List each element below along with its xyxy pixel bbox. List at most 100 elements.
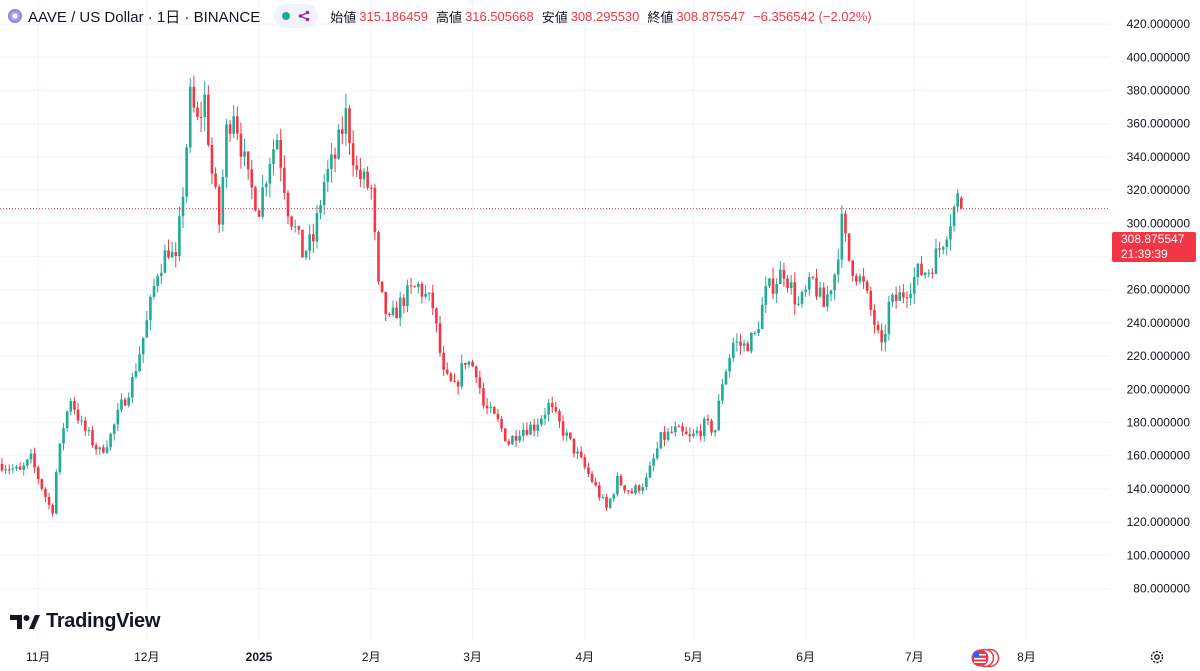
candle-body <box>645 477 648 488</box>
candle-body <box>340 129 344 134</box>
candle <box>167 239 170 259</box>
candle-body <box>779 269 782 285</box>
candle <box>941 245 945 255</box>
candle <box>934 238 938 275</box>
candle-body <box>561 421 565 436</box>
candle <box>290 215 293 231</box>
candle <box>561 415 565 441</box>
candle-body <box>721 384 724 401</box>
candle-body <box>695 430 699 434</box>
candle <box>203 81 207 132</box>
candle <box>952 204 956 232</box>
candle-body <box>196 107 199 117</box>
candle-body <box>478 377 482 389</box>
candle-body <box>225 124 228 178</box>
candle-body <box>315 212 319 242</box>
candle-body <box>243 151 246 157</box>
candle <box>699 424 702 441</box>
candle <box>554 401 558 414</box>
candle <box>652 453 655 472</box>
candle-body <box>131 376 134 398</box>
candle <box>69 398 73 415</box>
candle-body <box>912 277 916 294</box>
candle-body <box>532 424 536 431</box>
open-value: 315.186459 <box>359 8 428 24</box>
low-label: 安値 <box>541 9 568 25</box>
y-tick-label: 120.000000 <box>1127 515 1191 529</box>
candle-body <box>764 286 768 305</box>
candle-body <box>702 418 706 437</box>
candle-body <box>460 362 464 387</box>
candle <box>326 160 330 192</box>
candle <box>478 370 482 395</box>
us-flag-icon[interactable] <box>970 648 1000 668</box>
tradingview-logo[interactable]: TradingView <box>10 610 160 633</box>
candle <box>503 428 507 442</box>
candle-body <box>141 337 145 355</box>
market-status-pill[interactable] <box>274 4 319 28</box>
candle-body <box>569 432 572 439</box>
candle <box>246 151 250 180</box>
candle <box>402 294 406 314</box>
candle-body <box>601 496 605 498</box>
candle <box>865 279 869 294</box>
candle-body <box>804 289 807 292</box>
candle <box>464 362 467 370</box>
candle-body <box>369 187 373 189</box>
candle-body <box>688 434 692 437</box>
candle <box>344 93 348 146</box>
candle <box>33 447 36 474</box>
candle-body <box>112 424 116 434</box>
candle-body <box>540 418 543 425</box>
candle <box>811 275 815 280</box>
candle-body <box>630 490 634 494</box>
candle-body <box>807 277 811 290</box>
candle-body <box>98 447 102 450</box>
symbol-title[interactable]: AAVE / US Dollar · 1日 · BINANCE <box>28 8 261 26</box>
candle <box>746 340 750 352</box>
candle-body <box>449 373 453 382</box>
candle-body <box>865 281 869 291</box>
candle <box>862 268 865 290</box>
candle-body <box>833 274 836 291</box>
candle <box>648 461 652 479</box>
settings-gear-icon[interactable] <box>1149 649 1165 665</box>
candle <box>666 427 670 442</box>
candle-body <box>876 324 880 331</box>
candle-body <box>496 413 500 420</box>
candle <box>188 78 192 153</box>
candle <box>760 297 764 330</box>
y-tick-label: 420.000000 <box>1127 17 1191 31</box>
candle-body <box>33 453 36 468</box>
candle-body <box>149 296 152 321</box>
y-tick-label: 160.000000 <box>1127 449 1191 463</box>
candle-body <box>525 429 529 435</box>
candle <box>521 423 525 442</box>
candle-body <box>681 426 684 432</box>
candle <box>739 333 742 355</box>
candle <box>912 267 916 304</box>
grid-lines <box>0 0 1110 640</box>
candle <box>775 278 778 304</box>
candle-body <box>626 490 630 492</box>
x-tick-label: 6月 <box>796 650 815 664</box>
candle <box>750 331 753 354</box>
candle-body <box>623 485 626 491</box>
candle <box>243 138 246 167</box>
candle-body <box>753 332 757 334</box>
x-tick-label: 8月 <box>1017 650 1036 664</box>
candle-body <box>550 403 554 408</box>
candle-body <box>840 213 844 260</box>
candle <box>467 360 471 368</box>
candle-body <box>264 183 268 188</box>
candle <box>916 263 920 286</box>
candle <box>40 478 44 491</box>
candle <box>236 106 239 141</box>
candle-body <box>51 504 54 514</box>
candle-body <box>811 277 815 279</box>
candle-body <box>239 133 243 157</box>
candle <box>815 268 818 301</box>
candle <box>807 272 811 296</box>
candle <box>257 209 261 217</box>
